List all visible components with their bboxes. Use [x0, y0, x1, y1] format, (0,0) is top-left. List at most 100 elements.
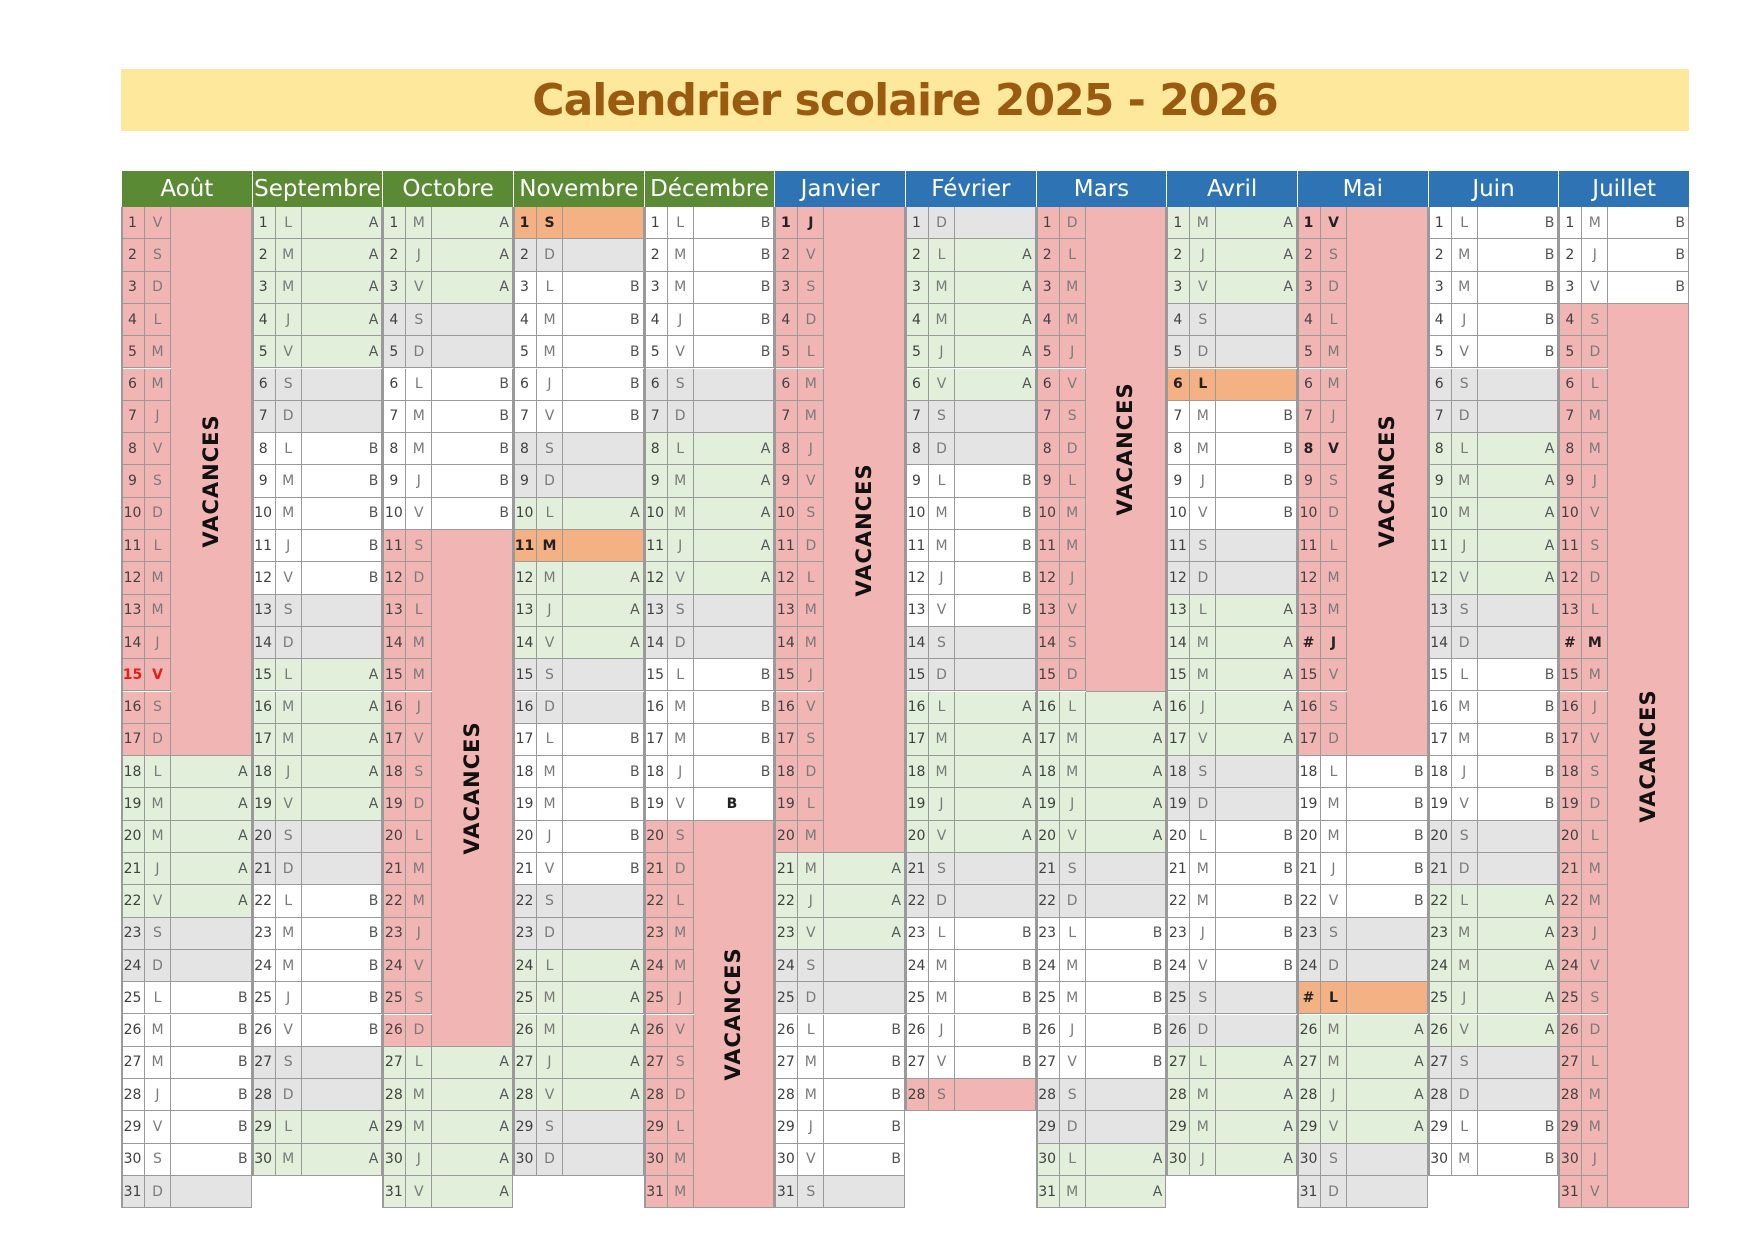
week-b-cell: B [301, 982, 383, 1015]
day-number: 19 [1427, 788, 1452, 821]
week-a-cell: A [1347, 1014, 1428, 1047]
day-number: 7 [1166, 400, 1191, 434]
weekday-letter: D [1321, 1176, 1347, 1209]
week-b-cell: B [1477, 336, 1559, 369]
day-number: 22 [1166, 885, 1191, 918]
day-number: 18 [121, 756, 145, 789]
weekend-cell [693, 368, 775, 401]
day-number: 9 [1166, 465, 1191, 498]
day-number: 1 [382, 207, 407, 240]
day-number: 12 [1297, 562, 1321, 595]
weekday-letter: M [798, 368, 825, 401]
day-number: 3 [905, 271, 929, 304]
day-number: 23 [774, 917, 799, 950]
day-number: 30 [1035, 1143, 1060, 1176]
day-number: 20 [513, 820, 537, 853]
week-a-cell: A [693, 497, 775, 530]
day-number: 3 [1166, 271, 1191, 304]
day-number: 21 [513, 853, 537, 886]
vacation-block: VACANCES [693, 820, 775, 1209]
day-number: 29 [513, 1111, 537, 1144]
week-b-cell: B [1477, 1143, 1559, 1176]
day-number: 17 [121, 723, 145, 757]
page-title: Calendrier scolaire 2025 - 2026 [532, 74, 1278, 126]
day-number: 18 [251, 756, 276, 789]
week-b-cell: B [1216, 497, 1297, 530]
weekday-letter: L [1321, 982, 1347, 1015]
day-number: 12 [1166, 562, 1191, 595]
week-a-cell: A [301, 1111, 383, 1144]
day-number: 20 [905, 820, 929, 853]
day-number: 25 [1558, 982, 1583, 1015]
week-b-cell: B [1347, 853, 1428, 886]
day-number: 4 [774, 303, 799, 337]
day-number: 6 [382, 368, 407, 401]
week-b-cell: B [1216, 433, 1297, 466]
day-number: 20 [382, 820, 407, 853]
weekday-letter: M [537, 1014, 563, 1047]
weekday-letter: M [406, 626, 433, 660]
day-number: 2 [382, 239, 407, 272]
weekday-letter: V [275, 1014, 302, 1047]
day-number: 31 [774, 1176, 799, 1209]
weekday-letter: J [1190, 691, 1217, 724]
week-a-cell: A [563, 1079, 644, 1112]
day-number: 28 [1035, 1079, 1060, 1112]
weekday-letter: S [537, 207, 563, 240]
weekday-letter: L [798, 1014, 825, 1047]
weekday-letter: D [145, 497, 171, 530]
day-number: 13 [1297, 594, 1321, 627]
week-a-cell: A [171, 820, 252, 853]
weekday-letter: V [537, 400, 563, 434]
weekday-letter: L [1451, 885, 1478, 918]
weekday-letter: M [667, 271, 694, 304]
weekday-letter: V [1451, 788, 1478, 821]
weekday-letter: D [1582, 336, 1609, 369]
day-number: 24 [1166, 949, 1191, 983]
weekend-cell [1477, 594, 1559, 627]
day-number: 17 [1427, 723, 1452, 757]
week-b-cell: B [563, 820, 644, 853]
day-number: 16 [1558, 691, 1583, 724]
weekday-letter: M [406, 1079, 433, 1112]
day-number: 11 [1166, 530, 1191, 563]
week-b-cell: B [693, 303, 775, 337]
day-number: 2 [1558, 239, 1583, 272]
weekday-letter: L [667, 1111, 694, 1144]
month-header: Juillet [1558, 171, 1689, 207]
weekend-cell [955, 433, 1036, 466]
day-number: 6 [774, 368, 799, 401]
week-b-cell: B [171, 1014, 252, 1047]
weekday-letter: M [145, 788, 171, 821]
weekday-letter: J [798, 1111, 825, 1144]
weekday-letter: V [1321, 433, 1347, 466]
week-b-cell: B [955, 497, 1036, 530]
weekday-letter: J [145, 626, 171, 660]
day-number: 19 [1297, 788, 1321, 821]
month-header: Février [905, 171, 1036, 207]
day-number: 16 [905, 691, 929, 724]
weekday-letter: L [1451, 659, 1478, 692]
day-number: 5 [1035, 336, 1060, 369]
week-a-cell: A [1085, 820, 1167, 853]
day-number: 13 [121, 594, 145, 627]
month-column: Février 1 D 2 L A 3 M A 4 M A 5 J A 6 V A 7 S 8 D 9 L B 10 M B 11 M B 1… [905, 171, 1036, 1207]
weekday-letter: V [145, 207, 171, 240]
day-number: 31 [1558, 1176, 1583, 1209]
day-number: 30 [382, 1143, 407, 1176]
weekday-letter: S [537, 1111, 563, 1144]
weekday-letter: V [1059, 820, 1086, 853]
day-number: 22 [382, 885, 407, 918]
day-number: 30 [513, 1143, 537, 1176]
day-number: 20 [1166, 820, 1191, 853]
day-number: 24 [643, 949, 668, 983]
day-number: 7 [251, 400, 276, 434]
day-number: 6 [513, 368, 537, 401]
day-number: 18 [1297, 756, 1321, 789]
day-number: 24 [121, 949, 145, 983]
weekday-letter: J [1582, 465, 1609, 498]
day-number: 9 [1035, 465, 1060, 498]
day-number: 19 [1558, 788, 1583, 821]
month-header: Septembre [251, 171, 383, 207]
day-number: 12 [382, 562, 407, 595]
